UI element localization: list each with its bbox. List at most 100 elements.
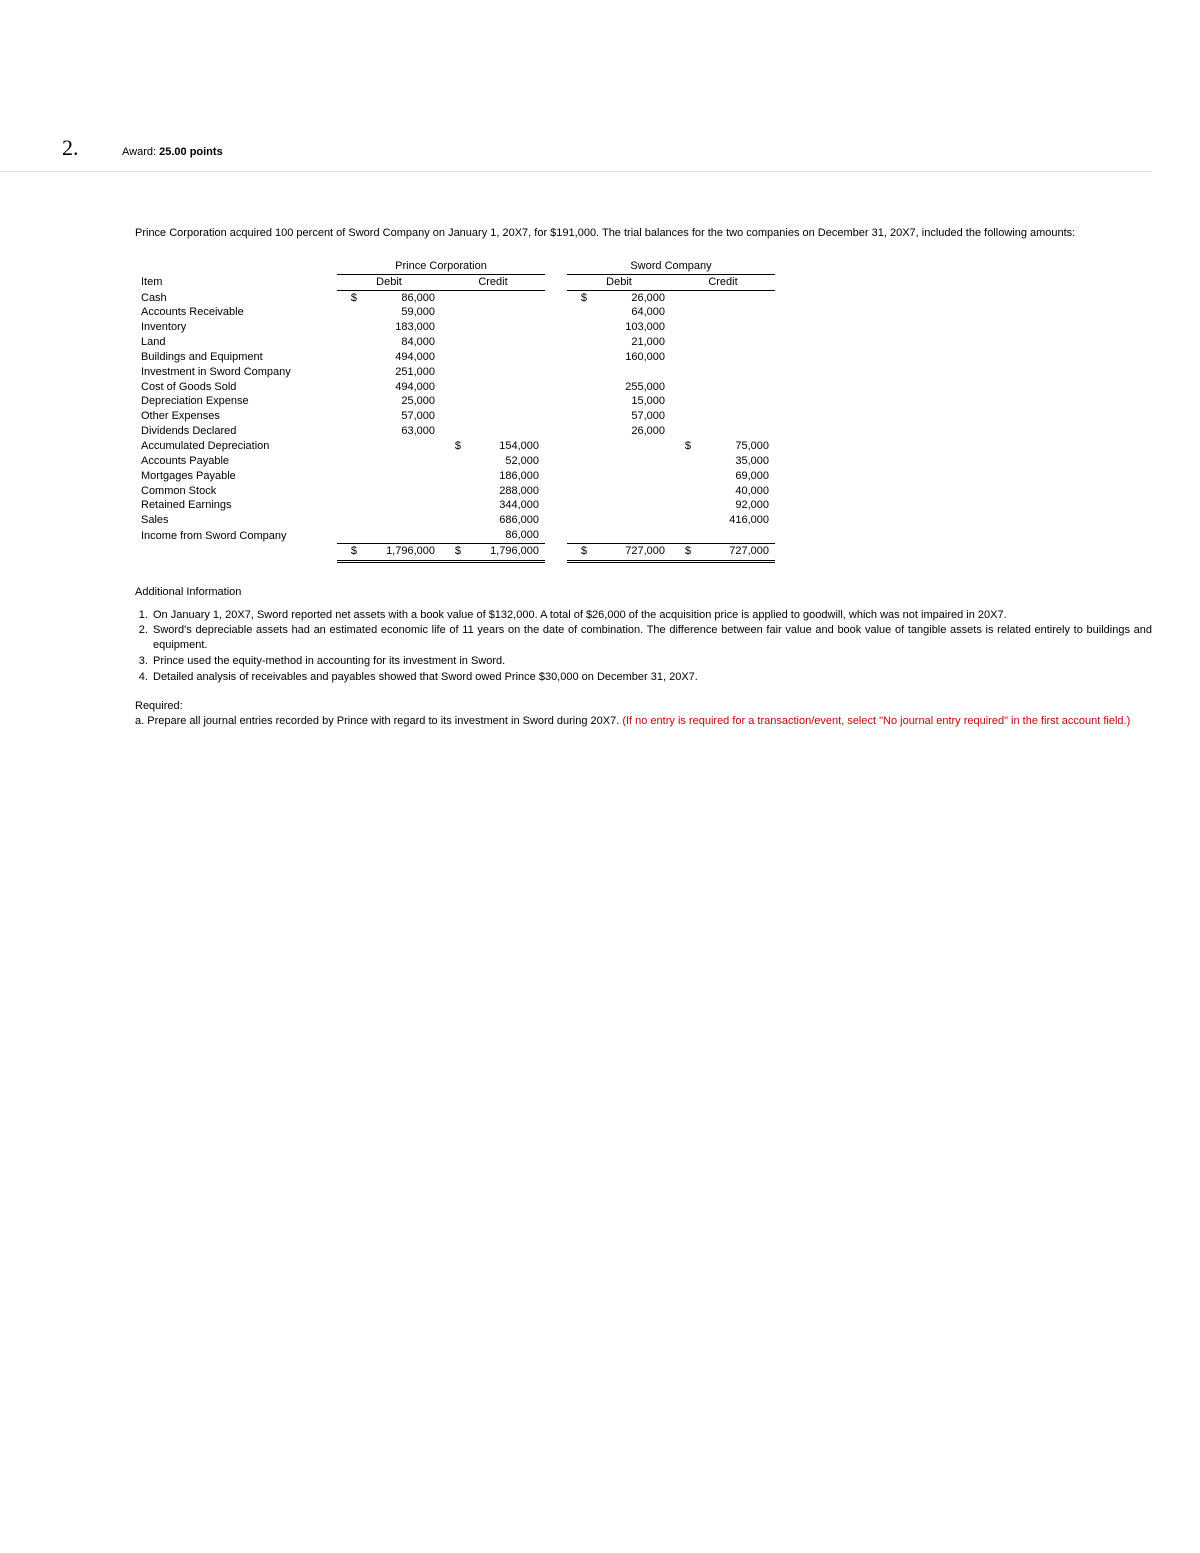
row-item: Dividends Declared	[135, 424, 337, 439]
total-sc: 727,000	[697, 543, 775, 561]
table-row: Accounts Receivable59,00064,000	[135, 305, 775, 320]
row-sc-sym	[671, 498, 697, 513]
total-sd-sym: $	[567, 543, 593, 561]
row-sd	[593, 365, 671, 380]
row-item: Sales	[135, 513, 337, 528]
row-pc-sym	[441, 409, 467, 424]
row-sd: 255,000	[593, 380, 671, 395]
required-label: Required:	[135, 699, 1152, 714]
row-pc	[467, 409, 545, 424]
row-pd	[363, 454, 441, 469]
row-sd-sym	[567, 484, 593, 499]
totals-row: $ 1,796,000 $ 1,796,000 $ 727,000 $ 727,…	[135, 543, 775, 561]
row-sd: 57,000	[593, 409, 671, 424]
row-sd: 64,000	[593, 305, 671, 320]
row-sd-sym	[567, 409, 593, 424]
row-sd-sym	[567, 305, 593, 320]
row-sc-sym	[671, 528, 697, 543]
row-item: Inventory	[135, 320, 337, 335]
required-a-text: a. Prepare all journal entries recorded …	[135, 715, 622, 727]
row-pc	[467, 424, 545, 439]
table-row: Mortgages Payable186,00069,000	[135, 469, 775, 484]
table-row: Depreciation Expense25,00015,000	[135, 394, 775, 409]
prince-credit-header: Credit	[441, 274, 545, 290]
row-sd	[593, 484, 671, 499]
info-item: Detailed analysis of receivables and pay…	[151, 670, 1152, 685]
table-row: Cash$86,000$26,000	[135, 290, 775, 305]
row-item: Income from Sword Company	[135, 528, 337, 543]
item-header: Item	[135, 274, 337, 290]
table-column-row: Item Debit Credit Debit Credit	[135, 274, 775, 290]
row-item: Depreciation Expense	[135, 394, 337, 409]
info-item: Prince used the equity-method in account…	[151, 654, 1152, 669]
row-pc	[467, 365, 545, 380]
row-pc-sym	[441, 484, 467, 499]
table-row: Accounts Payable52,00035,000	[135, 454, 775, 469]
row-pc-sym	[441, 424, 467, 439]
row-sd-sym	[567, 380, 593, 395]
row-pd: 494,000	[363, 380, 441, 395]
row-sd-sym	[567, 469, 593, 484]
additional-info-heading: Additional Information	[135, 585, 1152, 600]
required-item-a: a. Prepare all journal entries recorded …	[135, 714, 1152, 729]
table-row: Land84,00021,000	[135, 335, 775, 350]
info-item: Sword's depreciable assets had an estima…	[151, 623, 1152, 653]
row-item: Common Stock	[135, 484, 337, 499]
row-pc-sym	[441, 365, 467, 380]
row-sc-sym	[671, 290, 697, 305]
row-sc	[697, 290, 775, 305]
total-pc-sym: $	[441, 543, 467, 561]
total-pc: 1,796,000	[467, 543, 545, 561]
row-pd-sym	[337, 320, 363, 335]
total-sd: 727,000	[593, 543, 671, 561]
question-number: 2.	[62, 135, 122, 161]
row-pc	[467, 290, 545, 305]
table-row: Accumulated Depreciation$154,000$75,000	[135, 439, 775, 454]
row-pc: 186,000	[467, 469, 545, 484]
row-pc: 686,000	[467, 513, 545, 528]
row-sd	[593, 513, 671, 528]
row-sc-sym	[671, 513, 697, 528]
row-sc-sym	[671, 454, 697, 469]
award-points: 25.00 points	[159, 146, 223, 158]
row-pd	[363, 484, 441, 499]
row-pd-sym	[337, 394, 363, 409]
row-sc	[697, 528, 775, 543]
page: 2. Award: 25.00 points Prince Corporatio…	[0, 0, 1200, 1553]
trial-balance-table: Prince Corporation Sword Company Item De…	[135, 259, 775, 563]
row-pd	[363, 528, 441, 543]
row-sc	[697, 320, 775, 335]
row-pd: 63,000	[363, 424, 441, 439]
row-pd-sym	[337, 513, 363, 528]
row-pc-sym	[441, 469, 467, 484]
row-item: Accumulated Depreciation	[135, 439, 337, 454]
table-row: Investment in Sword Company251,000	[135, 365, 775, 380]
row-sc-sym: $	[671, 439, 697, 454]
row-pc-sym	[441, 394, 467, 409]
row-sd: 15,000	[593, 394, 671, 409]
row-sc-sym	[671, 335, 697, 350]
table-row: Inventory183,000103,000	[135, 320, 775, 335]
row-sd-sym	[567, 320, 593, 335]
row-sc-sym	[671, 469, 697, 484]
row-pd	[363, 469, 441, 484]
row-pc: 154,000	[467, 439, 545, 454]
row-sd-sym	[567, 454, 593, 469]
row-pd: 86,000	[363, 290, 441, 305]
row-pc-sym	[441, 290, 467, 305]
intro-paragraph: Prince Corporation acquired 100 percent …	[135, 226, 1152, 241]
row-pd-sym	[337, 469, 363, 484]
row-sd	[593, 528, 671, 543]
row-pc-sym	[441, 305, 467, 320]
row-pd-sym	[337, 350, 363, 365]
row-pd	[363, 513, 441, 528]
row-sc-sym	[671, 409, 697, 424]
row-pd-sym	[337, 528, 363, 543]
row-sc-sym	[671, 365, 697, 380]
row-sc: 75,000	[697, 439, 775, 454]
row-pd-sym	[337, 380, 363, 395]
row-sd-sym	[567, 350, 593, 365]
row-sc-sym	[671, 320, 697, 335]
row-sc	[697, 424, 775, 439]
row-sd	[593, 498, 671, 513]
